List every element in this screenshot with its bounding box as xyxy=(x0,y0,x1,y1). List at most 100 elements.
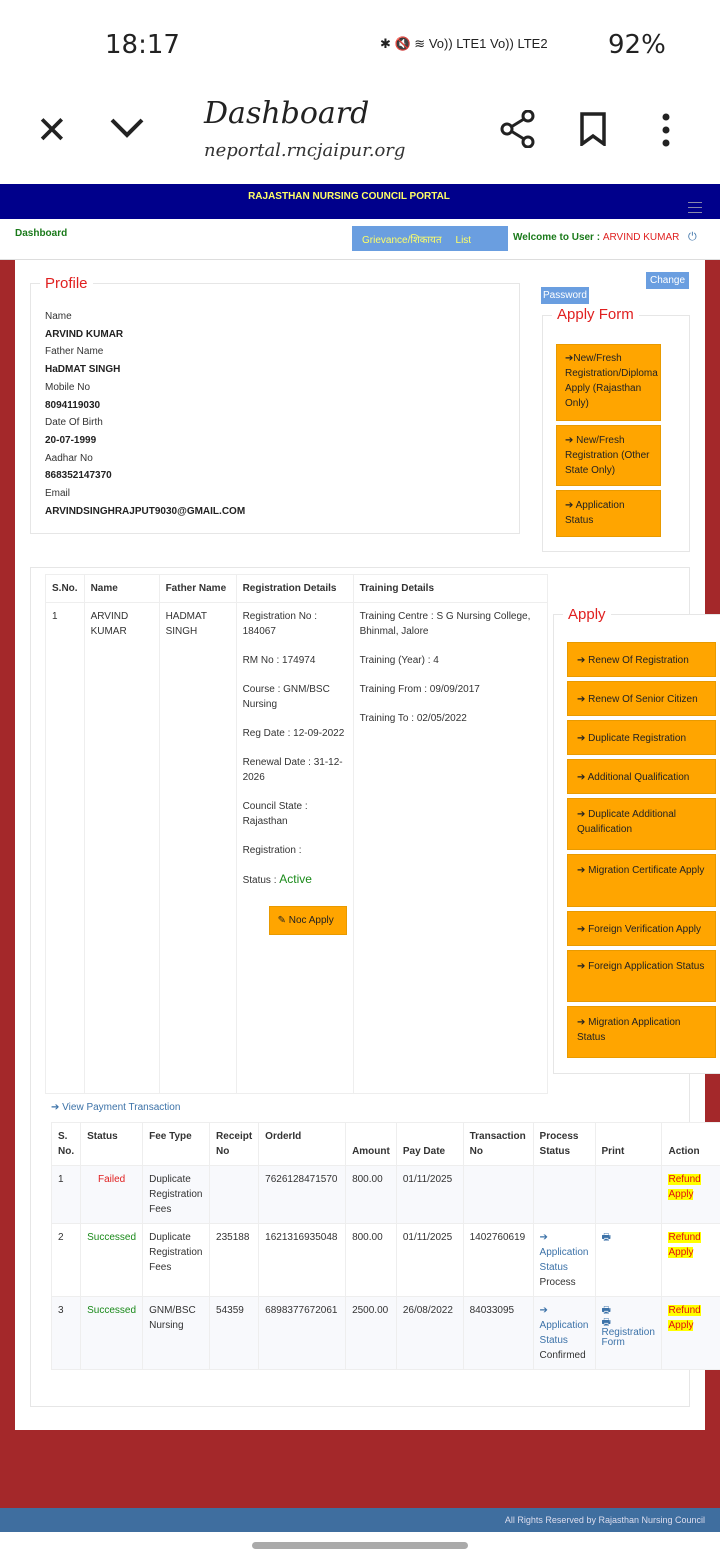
application-status-link[interactable]: ➔ Application Status xyxy=(539,1305,589,1346)
cell-receipt xyxy=(209,1165,260,1224)
profile-fields: Name ARVIND KUMAR Father Name HaDMAT SINGH M… xyxy=(45,308,245,520)
more-options-icon[interactable] xyxy=(660,112,672,151)
reg-detail: Reg Date : 12-09-2022 xyxy=(242,728,345,739)
grievance-list-button[interactable]: Grievance/शिकायत List xyxy=(352,226,508,251)
application-status-link[interactable]: ➔ Application Status xyxy=(539,1232,589,1273)
menu-icon[interactable] xyxy=(688,202,702,213)
payment-col: Transaction No xyxy=(462,1122,534,1166)
chevron-down-icon[interactable] xyxy=(110,110,144,144)
footer: All Rights Reserved by Rajasthan Nursing… xyxy=(0,1508,720,1532)
payment-row: 2 Successed Duplicate Registration Fees … xyxy=(50,1223,720,1297)
change-password-button[interactable]: Change xyxy=(646,272,690,289)
payment-status: Failed xyxy=(80,1165,144,1224)
profile-value: ARVINDSINGHRAJPUT9030@GMAIL.COM xyxy=(45,505,246,517)
payment-col: Status xyxy=(80,1122,144,1166)
gesture-bar[interactable] xyxy=(252,1542,468,1549)
cell-amount: 800.00 xyxy=(345,1165,397,1224)
reg-detail: Renewal Date : 31-12-2026 xyxy=(242,757,343,783)
payment-status: Successed xyxy=(80,1223,144,1297)
url-display[interactable]: neportal.rncjaipur.org xyxy=(204,140,406,161)
cell-amount: 800.00 xyxy=(345,1223,397,1297)
apply-button-foreign-application-status[interactable]: ➔ Foreign Application Status xyxy=(567,950,716,1002)
print-icon[interactable]: 🖶 xyxy=(601,1232,611,1243)
payment-col: Amount xyxy=(345,1122,397,1166)
status-badge: Active xyxy=(279,872,312,886)
payment-table: S. No. Status Fee Type Receipt No OrderId Amo… xyxy=(50,1122,720,1370)
process-status: Process xyxy=(539,1277,576,1288)
apply-button-migration-certificate-apply[interactable]: ➔ Migration Certificate Apply xyxy=(567,854,716,907)
payment-row: 3 Successed GNM/BSC Nursing 54359 689837… xyxy=(50,1296,720,1370)
col-father: Father Name xyxy=(158,574,237,603)
profile-title: Profile xyxy=(40,275,93,292)
cell-process-status xyxy=(532,1165,596,1224)
cell-transaction: 1402760619 xyxy=(462,1223,534,1297)
cell-father: HADMAT SINGH xyxy=(158,602,237,1094)
page-title: Dashboard xyxy=(204,96,370,131)
cell-process-status: ➔ Application Status Confirmed xyxy=(532,1296,596,1370)
cell-process-status: ➔ Application Status Process xyxy=(532,1223,596,1297)
profile-value: 8094119030 xyxy=(45,399,101,411)
new-registration-other-state-button[interactable]: ➔ New/Fresh Registration (Other State On… xyxy=(556,425,661,486)
cell-action: Refund Apply xyxy=(661,1296,720,1370)
apply-button-duplicate-additional-qualification[interactable]: ➔ Duplicate Additional Qualification xyxy=(567,798,716,850)
nav-dashboard[interactable]: Dashboard xyxy=(15,228,68,239)
payment-col: Print xyxy=(594,1122,663,1166)
bookmark-icon[interactable] xyxy=(580,112,606,149)
payment-col: Receipt No xyxy=(209,1122,260,1166)
application-status-button[interactable]: ➔ Application Status xyxy=(556,490,661,537)
cell-name: ARVIND KUMAR xyxy=(83,602,160,1094)
cell-action: Refund Apply xyxy=(661,1165,720,1224)
apply-button-foreign-verification-apply[interactable]: ➔ Foreign Verification Apply xyxy=(567,911,716,946)
print-icon[interactable]: 🖶 xyxy=(601,1305,611,1316)
welcome-text: Welcome to User : ARVIND KUMAR xyxy=(513,232,680,243)
portal-header: RAJASTHAN NURSING COUNCIL PORTAL xyxy=(0,184,720,219)
registration-form-link[interactable]: 🖶 Registration Form xyxy=(601,1317,655,1348)
logout-icon[interactable]: ⏻ xyxy=(688,231,697,243)
battery-level: 92% xyxy=(608,30,666,60)
cell-training: Training Centre : S G Nursing College, B… xyxy=(352,602,549,1094)
noc-apply-button[interactable]: ✎ Noc Apply xyxy=(268,906,347,935)
col-sno: S.No. xyxy=(45,574,85,603)
cell-fee-type: Duplicate Registration Fees xyxy=(142,1165,211,1224)
apply-button-duplicate-registration[interactable]: ➔ Duplicate Registration xyxy=(567,720,716,755)
cell-sno: 2 xyxy=(50,1223,82,1297)
apply-button-migration-application-status[interactable]: ➔ Migration Application Status xyxy=(567,1006,716,1058)
new-registration-rajasthan-button[interactable]: ➔New/Fresh Registration/Diploma Apply (R… xyxy=(556,344,661,421)
reg-detail: Registration : xyxy=(242,845,302,856)
refund-apply-link[interactable]: Refund Apply xyxy=(668,1174,701,1200)
training-detail: Training Centre : S G Nursing College, B… xyxy=(359,611,531,637)
top-nav: Dashboard Grievance/शिकायत List Welcome t… xyxy=(0,219,720,260)
share-icon[interactable] xyxy=(500,109,536,151)
payment-col: Process Status xyxy=(532,1122,596,1166)
cell-pay-date: 01/11/2025 xyxy=(395,1223,464,1297)
refund-apply-link[interactable]: Refund Apply xyxy=(668,1305,701,1331)
payment-col: Pay Date xyxy=(395,1122,464,1166)
profile-value: 868352147370 xyxy=(45,470,112,482)
payment-col: OrderId xyxy=(258,1122,347,1166)
cell-receipt: 54359 xyxy=(209,1296,260,1370)
refund-apply-link[interactable]: Refund Apply xyxy=(668,1232,701,1258)
cell-order-id: 1621316935048 xyxy=(258,1223,347,1297)
payment-col: S. No. xyxy=(50,1122,82,1166)
apply-button-renew-of-senior-citizen[interactable]: ➔ Renew Of Senior Citizen xyxy=(567,681,716,716)
change-password-button-continued[interactable]: Password xyxy=(541,287,589,304)
portal-title: RAJASTHAN NURSING COUNCIL PORTAL xyxy=(248,191,450,202)
reg-detail: RM No : 174974 xyxy=(242,655,316,666)
apply-button-renew-of-registration[interactable]: ➔ Renew Of Registration xyxy=(567,642,716,677)
profile-label: Date Of Birth xyxy=(45,417,103,429)
payment-row: 1 Failed Duplicate Registration Fees 762… xyxy=(50,1165,720,1224)
close-icon[interactable]: ✕ xyxy=(36,110,68,152)
cell-reg-details: Registration No : 184067 RM No : 174974 Co… xyxy=(235,602,354,1094)
apply-button-additional-qualification[interactable]: ➔ Additional Qualification xyxy=(567,759,716,794)
profile-label: Aadhar No xyxy=(45,452,93,464)
cell-sno: 1 xyxy=(50,1165,82,1224)
view-payment-transaction-link[interactable]: ➔ View Payment Transaction xyxy=(51,1102,181,1113)
col-name: Name xyxy=(83,574,160,603)
profile-label: Father Name xyxy=(45,346,104,358)
cell-receipt: 235188 xyxy=(209,1223,260,1297)
training-detail: Training (Year) : 4 xyxy=(359,655,439,666)
apply-form-title: Apply Form xyxy=(552,306,639,323)
cell-pay-date: 01/11/2025 xyxy=(395,1165,464,1224)
profile-label: Name xyxy=(45,311,72,322)
cell-fee-type: Duplicate Registration Fees xyxy=(142,1223,211,1297)
